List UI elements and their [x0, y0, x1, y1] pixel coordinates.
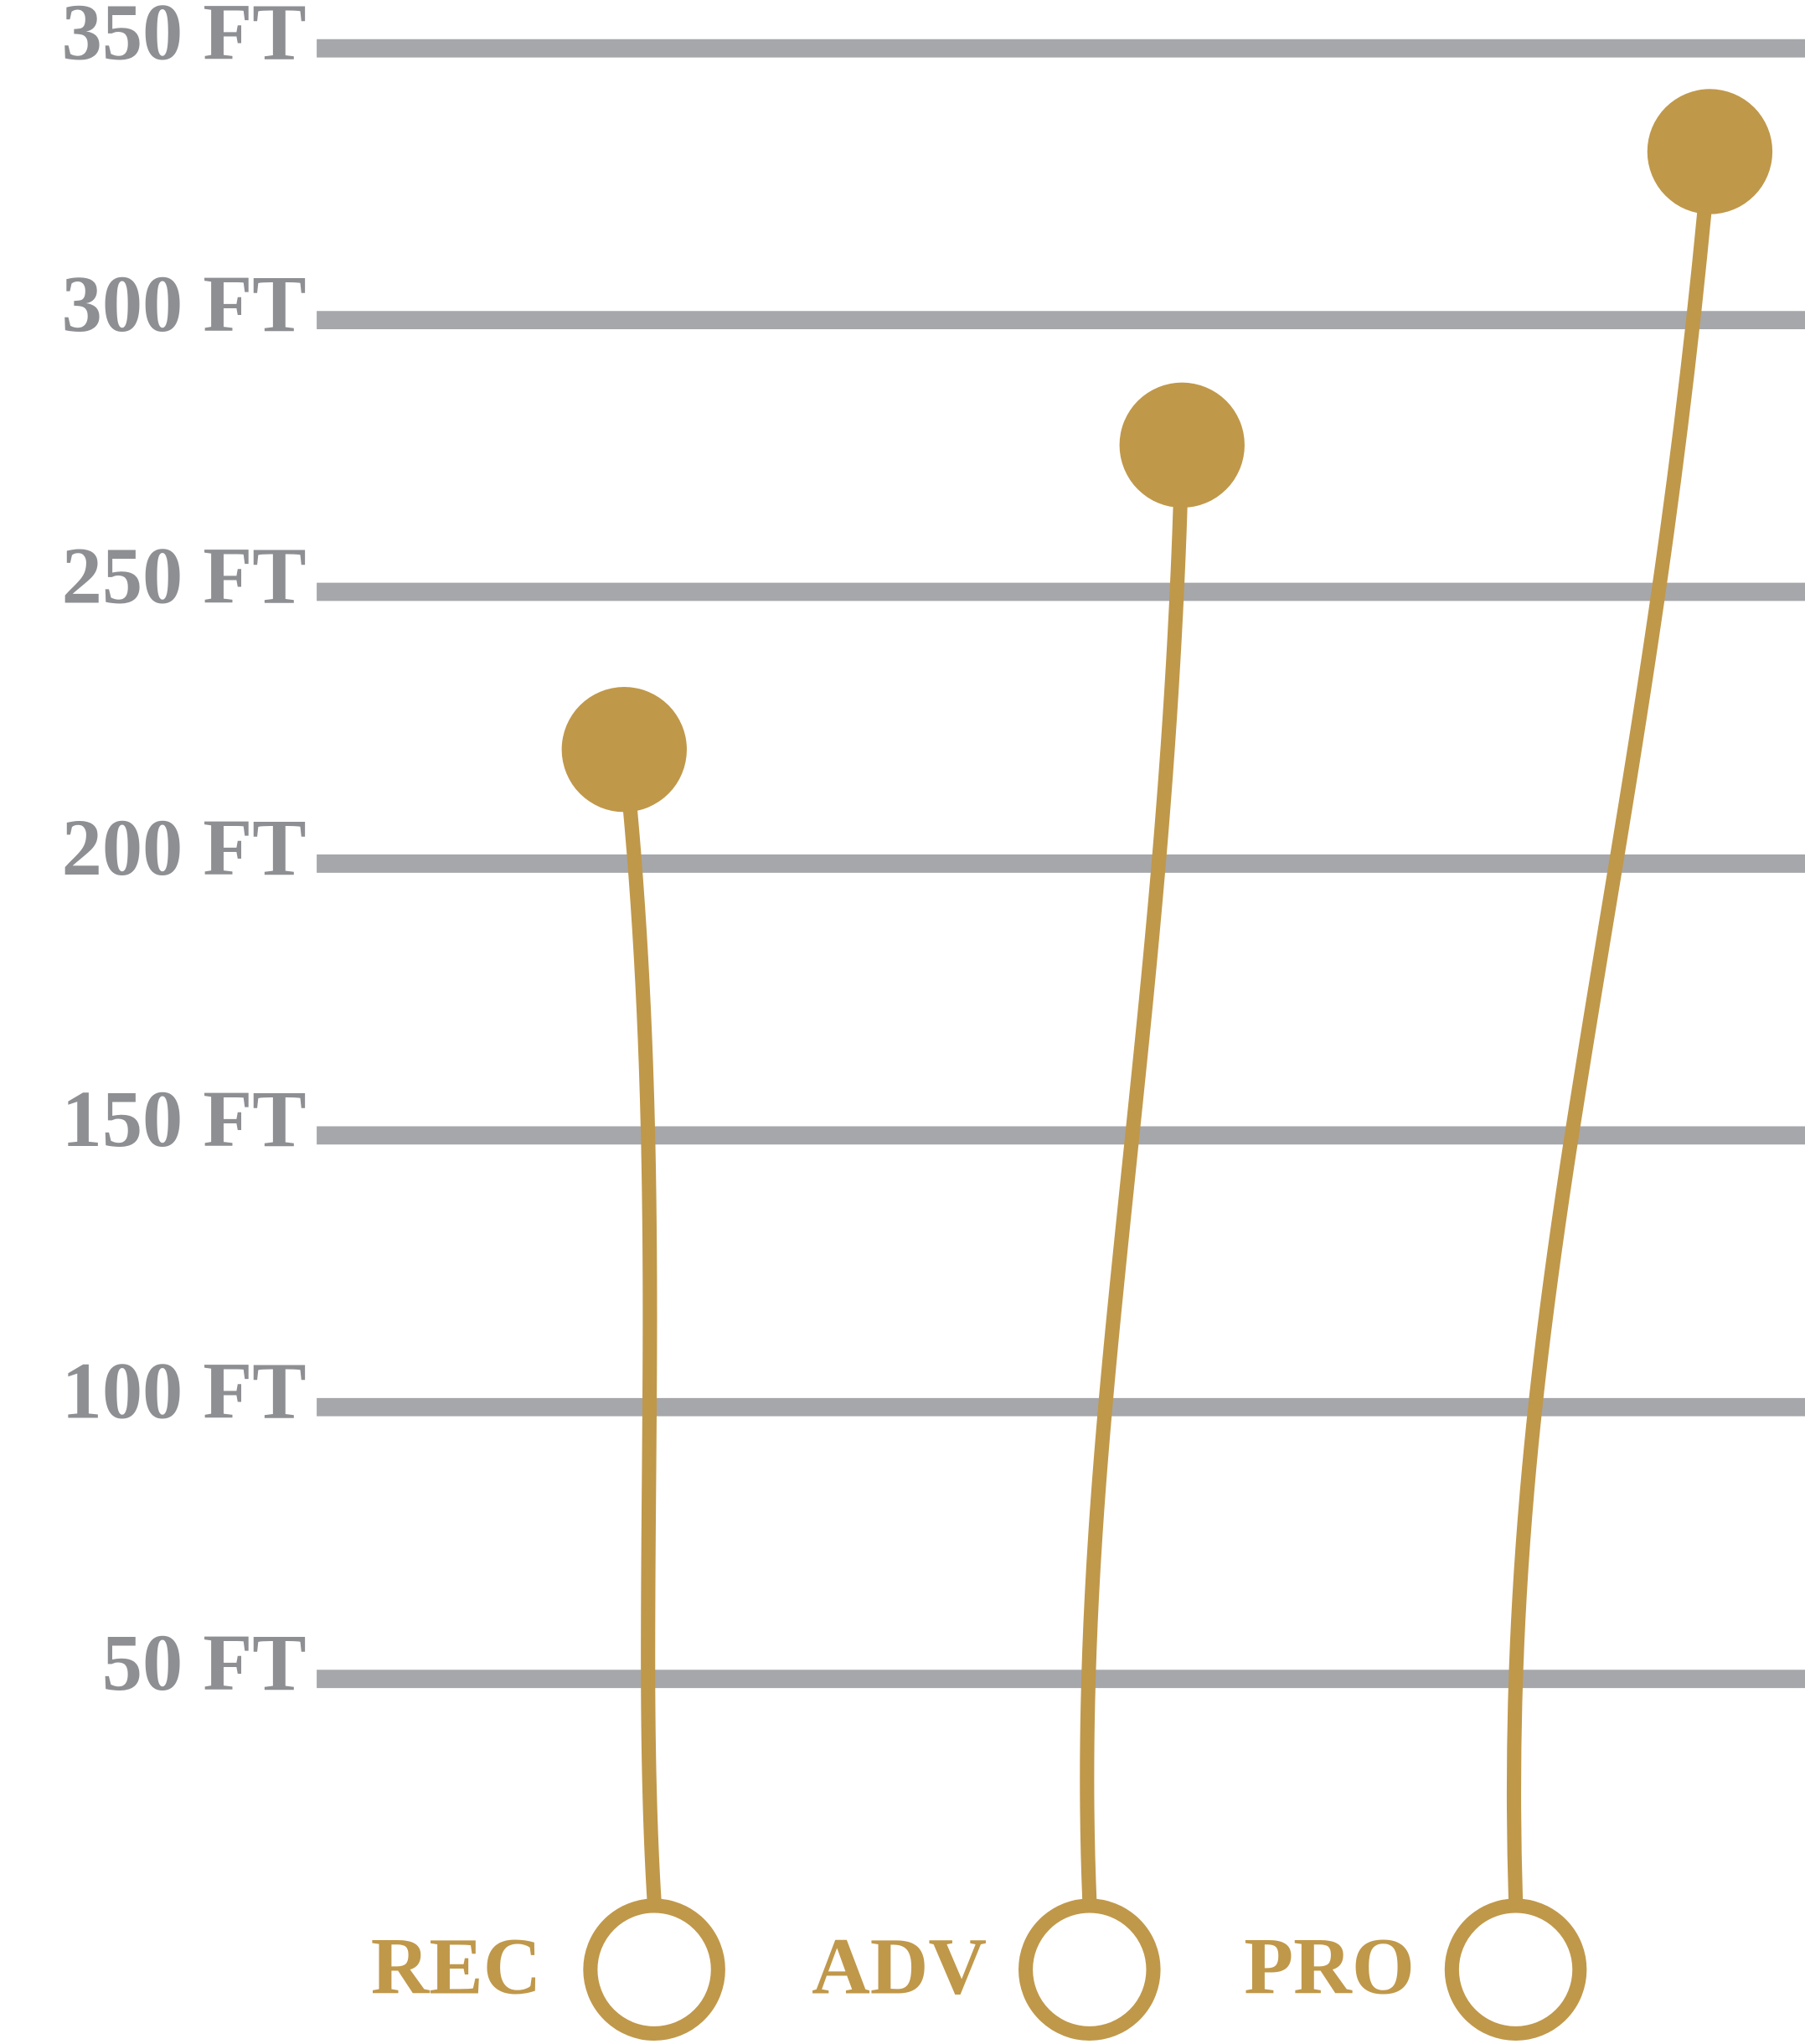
- stem: [616, 748, 662, 1902]
- base-circle: [1018, 1898, 1161, 2041]
- x-tick-label: PRO: [1244, 1922, 1415, 2011]
- y-tick-label: 150 FT: [62, 1074, 307, 1164]
- y-tick-label: 250 FT: [62, 530, 307, 620]
- y-tick-label: 300 FT: [62, 259, 307, 348]
- x-tick-label: REC: [371, 1922, 542, 2011]
- dot: [1119, 382, 1245, 508]
- stem: [1506, 151, 1717, 1901]
- dot: [561, 687, 687, 813]
- base-circle: [1444, 1898, 1587, 2041]
- dot: [1647, 89, 1773, 214]
- y-tick-label: 100 FT: [62, 1346, 307, 1436]
- y-tick-label: 50 FT: [102, 1618, 307, 1707]
- x-tick-label: ADV: [812, 1922, 987, 2011]
- y-tick-label: 350 FT: [62, 0, 307, 77]
- base-circle: [583, 1898, 725, 2041]
- y-tick-label: 200 FT: [62, 803, 307, 892]
- stem: [1080, 445, 1189, 1902]
